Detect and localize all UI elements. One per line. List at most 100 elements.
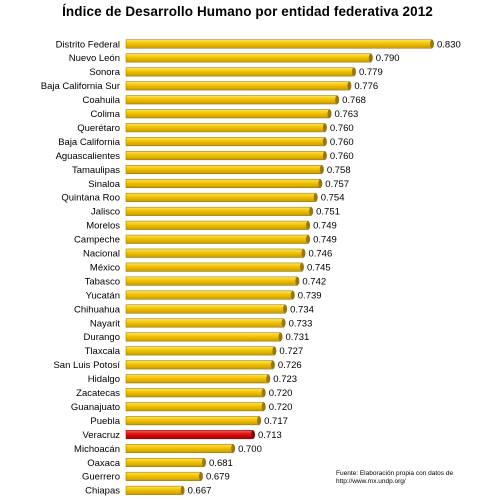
category-label: Yucatán xyxy=(86,290,120,301)
category-label: Morelos xyxy=(86,221,120,232)
value-label: 0.739 xyxy=(298,290,322,301)
bar xyxy=(125,109,330,119)
bar-end-cap xyxy=(272,346,277,356)
value-label: 0.679 xyxy=(206,472,230,483)
bar-end-cap xyxy=(283,304,288,314)
bar-end-cap xyxy=(351,67,356,77)
value-label: 0.754 xyxy=(321,193,345,204)
bar-end-cap xyxy=(261,402,266,411)
category-label: Nacional xyxy=(83,249,120,260)
bar xyxy=(125,220,309,230)
bar xyxy=(125,318,284,328)
value-label: 0.717 xyxy=(264,416,288,427)
category-label: Oaxaca xyxy=(87,458,120,469)
value-label: 0.830 xyxy=(437,39,461,50)
bar xyxy=(125,95,338,105)
bar-end-cap xyxy=(430,39,434,49)
value-label: 0.746 xyxy=(308,249,332,260)
value-label: 0.734 xyxy=(290,304,314,315)
bar xyxy=(125,151,326,161)
bar xyxy=(125,444,234,454)
value-label: 0.667 xyxy=(188,486,212,497)
bar-end-cap xyxy=(180,486,185,495)
category-label: Hidalgo xyxy=(88,374,120,385)
bar xyxy=(125,262,303,272)
category-label: Aguascalientes xyxy=(56,151,121,162)
value-label: 0.757 xyxy=(325,179,349,190)
value-label: 0.779 xyxy=(359,67,383,78)
bar-end-cap xyxy=(327,109,332,118)
bar-end-cap xyxy=(261,388,266,397)
category-label: Baja California Sur xyxy=(41,81,120,92)
bar xyxy=(125,81,350,91)
bar-end-cap xyxy=(202,458,207,467)
bar xyxy=(125,234,309,244)
value-label: 0.768 xyxy=(342,95,366,106)
bar-end-cap xyxy=(313,193,318,202)
value-label: 0.720 xyxy=(269,402,293,413)
value-label: 0.720 xyxy=(269,388,293,399)
bar-end-cap xyxy=(322,137,327,146)
bar xyxy=(125,192,316,202)
category-label: Campeche xyxy=(74,235,120,246)
bar-highlight xyxy=(125,430,254,440)
bar xyxy=(125,248,304,258)
bar xyxy=(125,346,275,356)
source-note: Fuente: Elaboración propia con datos de … xyxy=(336,470,454,485)
category-label: Distrito Federal xyxy=(56,39,120,50)
bar-end-cap xyxy=(347,81,352,91)
category-label: Sonora xyxy=(89,67,120,78)
bar xyxy=(125,374,269,384)
bar-end-cap xyxy=(250,430,255,439)
category-label: Puebla xyxy=(90,416,120,427)
value-label: 0.681 xyxy=(209,458,233,469)
bar xyxy=(125,39,433,49)
bar xyxy=(125,360,274,370)
value-label: 0.776 xyxy=(354,81,378,92)
category-label: Tamaulipas xyxy=(72,165,120,176)
category-label: México xyxy=(90,262,120,273)
value-label: 0.751 xyxy=(316,207,340,218)
category-label: Jalisco xyxy=(91,207,120,218)
bar xyxy=(125,67,355,77)
bar xyxy=(125,137,326,147)
bar xyxy=(125,123,326,133)
value-label: 0.790 xyxy=(376,53,400,64)
bar-end-cap xyxy=(278,332,283,342)
value-label: 0.745 xyxy=(307,262,331,273)
bar xyxy=(125,290,294,300)
bar-end-cap xyxy=(290,290,295,300)
bar xyxy=(125,471,202,481)
category-label: San Luis Potosí xyxy=(53,360,120,371)
category-label: Colima xyxy=(90,109,120,120)
value-label: 0.726 xyxy=(278,360,302,371)
category-label: Guanajuato xyxy=(71,402,120,413)
category-label: Quintana Roo xyxy=(61,193,120,204)
bar xyxy=(125,457,205,467)
value-label: 0.742 xyxy=(302,276,326,287)
value-label: 0.713 xyxy=(258,430,282,441)
bar-end-cap xyxy=(270,360,275,370)
chart-title: Índice de Desarrollo Humano por entidad … xyxy=(62,4,433,19)
bar-end-cap xyxy=(368,53,373,63)
value-label: 0.727 xyxy=(279,346,303,357)
category-label: Querétaro xyxy=(77,123,120,134)
value-label: 0.760 xyxy=(330,151,354,162)
category-label: Veracruz xyxy=(83,430,121,441)
bar-end-cap xyxy=(198,472,203,481)
bar xyxy=(125,402,264,412)
category-label: Tlaxcala xyxy=(85,346,121,357)
bar xyxy=(125,53,372,63)
category-label: Coahuila xyxy=(83,95,121,106)
bar xyxy=(125,332,281,342)
bar-end-cap xyxy=(318,179,323,188)
category-label: Sinaloa xyxy=(88,179,120,190)
bar-end-cap xyxy=(295,276,300,286)
value-label: 0.758 xyxy=(327,165,351,176)
value-label: 0.763 xyxy=(334,109,358,120)
bar xyxy=(125,178,321,188)
bar-end-cap xyxy=(335,95,340,105)
bar xyxy=(125,276,298,286)
bar-end-cap xyxy=(306,221,311,230)
bar xyxy=(125,206,312,216)
